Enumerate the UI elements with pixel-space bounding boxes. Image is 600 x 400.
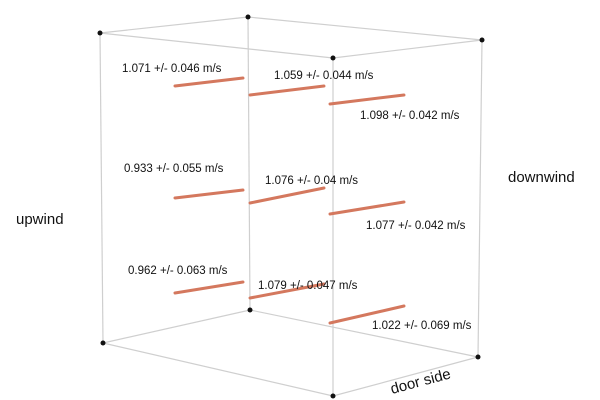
door-label: door side	[389, 365, 453, 397]
box-frame	[97, 14, 485, 399]
flow-line	[248, 282, 326, 300]
flow-line	[248, 186, 326, 205]
downwind-label: downwind	[508, 169, 575, 186]
flow-line	[173, 188, 245, 200]
measurement-label: 1.098 +/- 0.042 m/s	[360, 110, 460, 122]
flow-line	[328, 304, 406, 325]
measurement-label: 1.059 +/- 0.044 m/s	[274, 70, 374, 82]
measurement-label: 0.962 +/- 0.063 m/s	[128, 265, 228, 277]
vertices	[97, 14, 485, 399]
box-top	[99, 16, 483, 59]
measurement-label: 1.022 +/- 0.069 m/s	[372, 320, 472, 332]
measurement-lines	[173, 76, 406, 325]
flow-line	[328, 200, 406, 216]
box-edge	[477, 39, 483, 358]
measurement-labels: 1.071 +/- 0.046 m/s 1.059 +/- 0.044 m/s …	[122, 63, 472, 332]
flow-line	[248, 84, 326, 97]
measurement-label: 1.076 +/- 0.04 m/s	[265, 175, 358, 187]
measurement-label: 1.077 +/- 0.042 m/s	[366, 220, 466, 232]
measurement-label: 0.933 +/- 0.055 m/s	[124, 163, 224, 175]
flow-line	[173, 76, 245, 88]
flow-line	[328, 93, 406, 106]
box-edge	[99, 32, 104, 344]
upwind-label: upwind	[16, 211, 64, 228]
box-edge	[247, 16, 251, 311]
measurement-label: 1.079 +/- 0.047 m/s	[258, 280, 358, 292]
measurement-label: 1.071 +/- 0.046 m/s	[122, 63, 222, 75]
flow-line	[173, 280, 245, 295]
